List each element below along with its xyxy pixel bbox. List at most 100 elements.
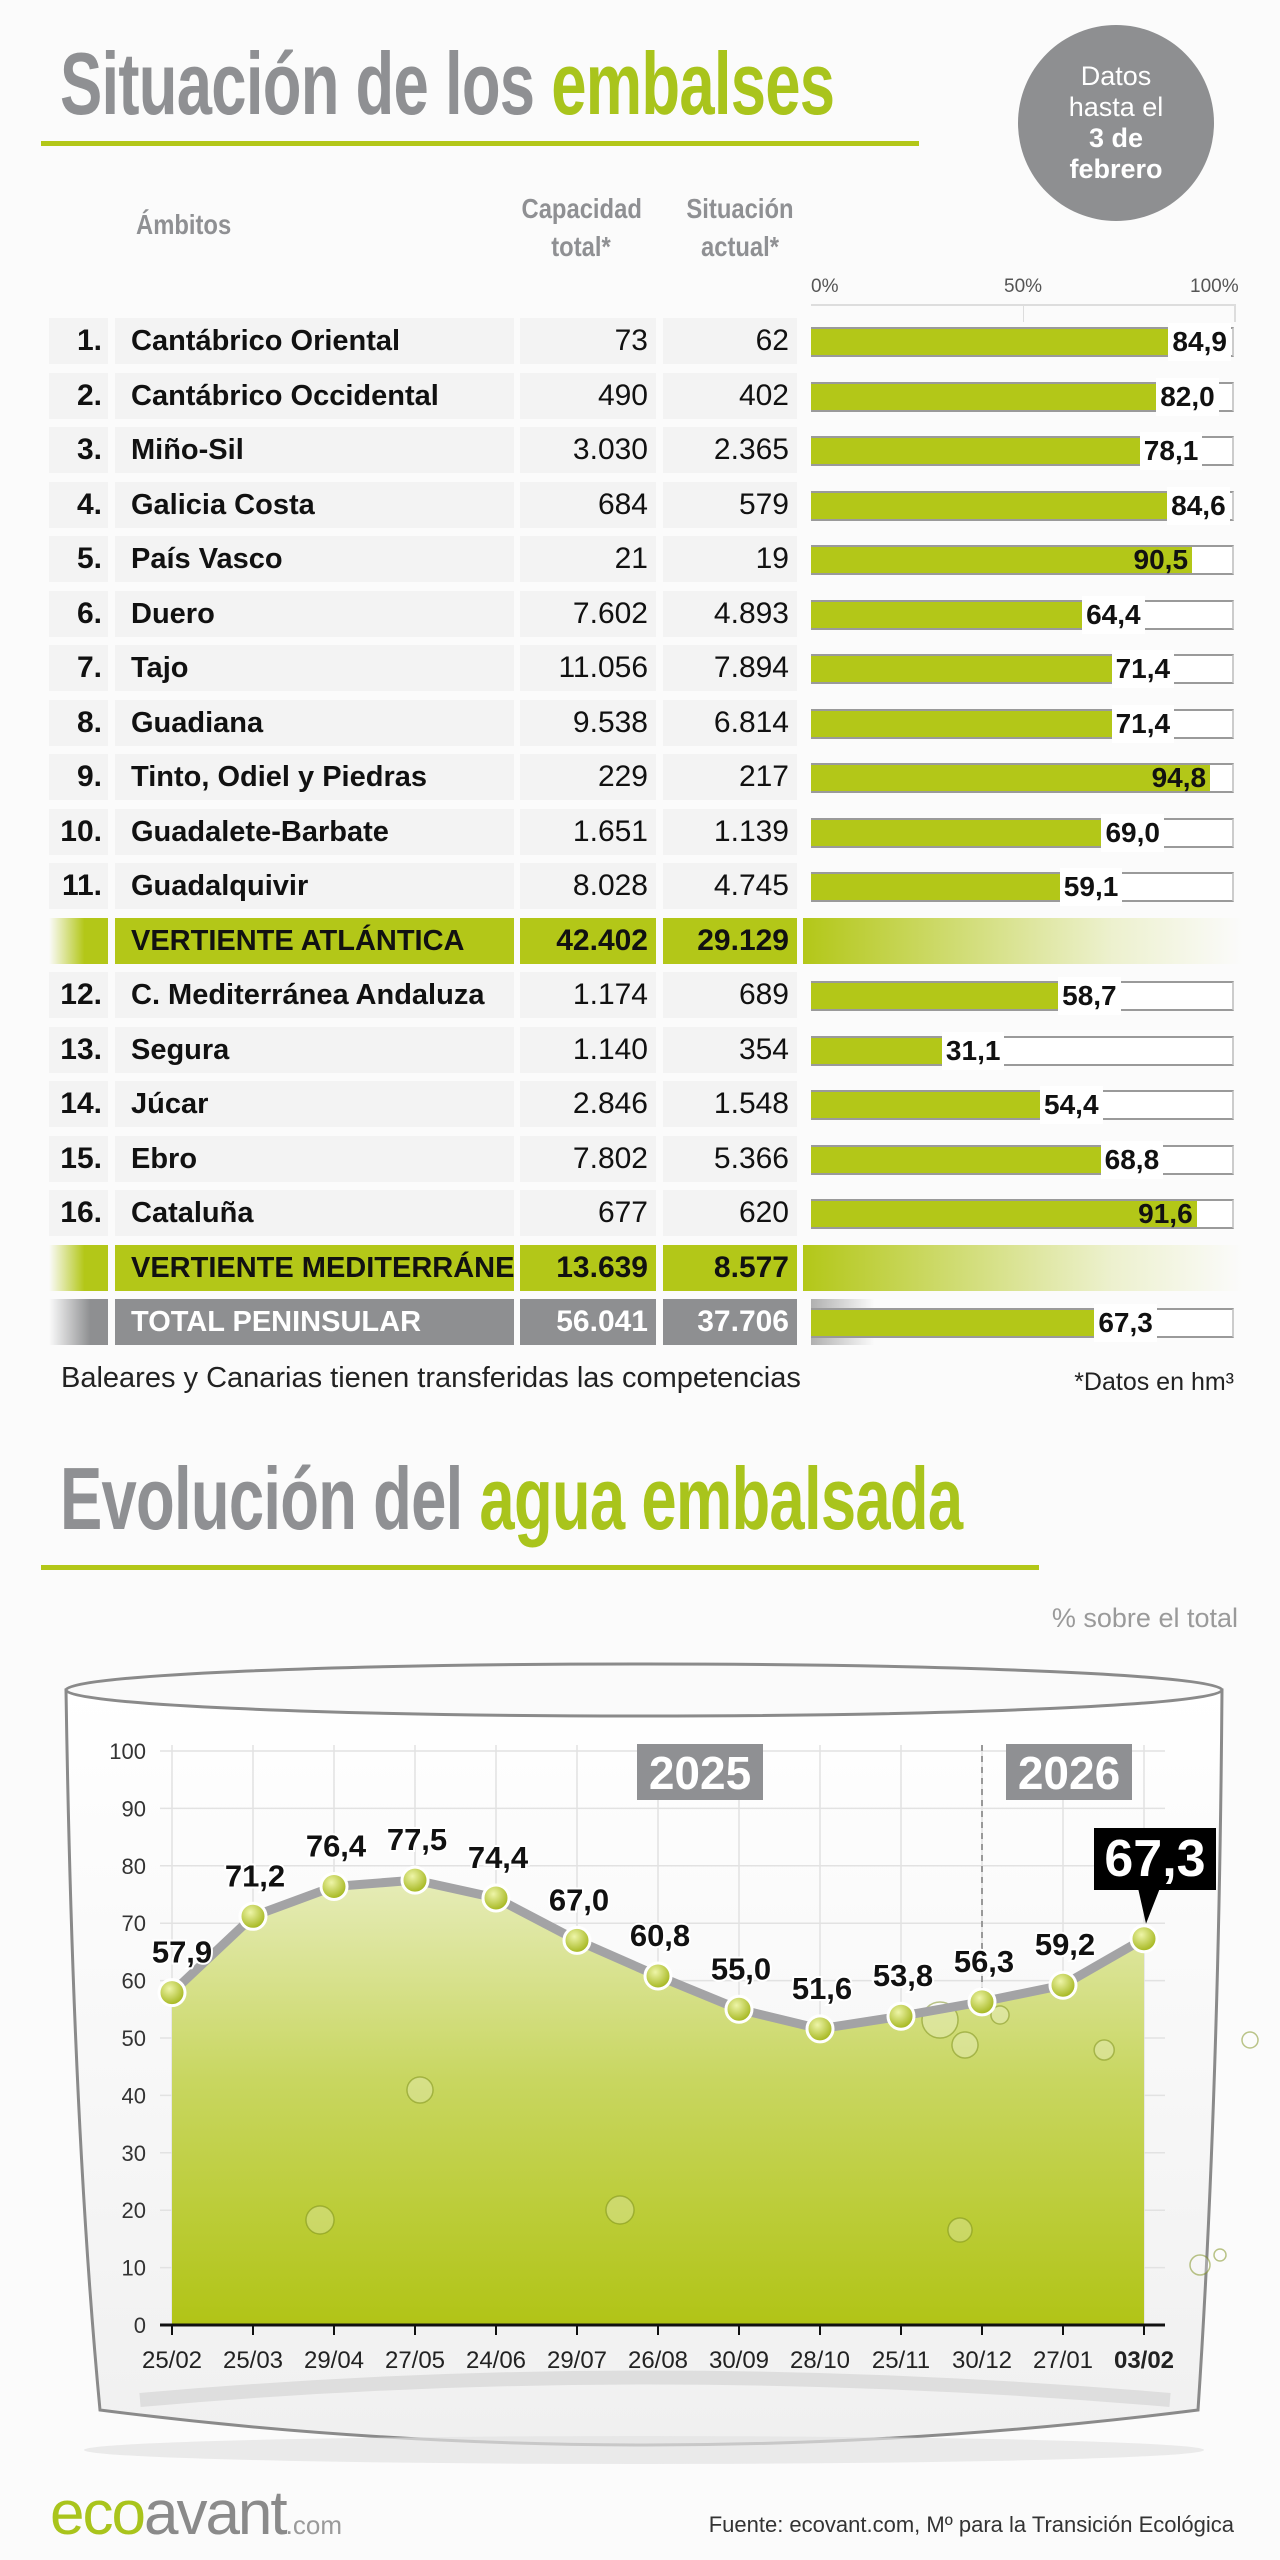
basin-name: Ebro xyxy=(115,1135,514,1182)
row-number: 9. xyxy=(49,754,108,800)
bubble-decoration xyxy=(406,2076,434,2104)
table-row: 14. Júcar 2.846 1.548 54,4 xyxy=(0,1081,1280,1127)
percent-bar-fill xyxy=(811,438,1140,464)
data-point xyxy=(157,1978,187,2008)
total-row: TOTAL PENINSULAR 56.041 37.706 67,3 xyxy=(0,1299,1280,1345)
section-underline xyxy=(41,1565,1039,1570)
basin-name: VERTIENTE MEDITERRÁNEA xyxy=(115,1244,514,1291)
current-value: 217 xyxy=(663,754,797,800)
current-value: 402 xyxy=(663,372,797,419)
percent-bar-cell: 78,1 xyxy=(811,427,1234,473)
x-tick-label: 25/11 xyxy=(872,2347,930,2374)
percent-label: 31,1 xyxy=(941,1031,1005,1070)
data-label: 77,5 xyxy=(387,1822,447,1857)
percent-bar-fill xyxy=(811,656,1112,682)
percent-bar-cell: 94,8 xyxy=(811,754,1234,800)
x-tick-label: 30/09 xyxy=(709,2347,769,2374)
percent-bar-fill xyxy=(811,819,1102,846)
table-row: 9. Tinto, Odiel y Piedras 229 217 94,8 xyxy=(0,754,1280,800)
current-value: 1.548 xyxy=(663,1081,797,1127)
percent-bar-fill xyxy=(811,601,1083,628)
x-tick-label: 03/02 xyxy=(1114,2347,1174,2374)
bubble-decoration xyxy=(305,2205,335,2235)
data-label: 59,2 xyxy=(1035,1927,1095,1962)
capacity-value: 229 xyxy=(520,754,656,800)
subtotal-row: VERTIENTE ATLÁNTICA 42.402 29.129 xyxy=(0,917,1280,964)
x-tick-label: 29/07 xyxy=(547,2347,607,2374)
table-row: 11. Guadalquivir 8.028 4.745 59,1 xyxy=(0,863,1280,909)
bubble-decoration xyxy=(947,2217,973,2243)
row-number: 11. xyxy=(49,863,108,909)
y-tick-label: 60 xyxy=(122,1969,146,1994)
y-tick-label: 100 xyxy=(109,1739,146,1764)
percent-label: 59,1 xyxy=(1059,868,1123,906)
row-number: 4. xyxy=(49,481,108,528)
current-value: 354 xyxy=(663,1026,797,1073)
capacity-value: 1.140 xyxy=(520,1026,656,1073)
table-row: 8. Guadiana 9.538 6.814 71,4 xyxy=(0,699,1280,746)
current-value: 62 xyxy=(663,318,797,364)
table-row: 2. Cantábrico Occidental 490 402 82,0 xyxy=(0,372,1280,419)
year-label: 2026 xyxy=(1018,1747,1120,1799)
year-label-box xyxy=(637,1744,763,1800)
table-row: 3. Miño-Sil 3.030 2.365 78,1 xyxy=(0,427,1280,473)
percent-bar-fill xyxy=(811,983,1059,1009)
table-row: 12. C. Mediterránea Andaluza 1.174 689 58,7 xyxy=(0,972,1280,1018)
row-number: 1. xyxy=(49,318,108,364)
data-label: 71,2 xyxy=(225,1858,285,1893)
current-value: 4.745 xyxy=(663,863,797,909)
percent-label: 71,4 xyxy=(1111,650,1175,688)
basin-name: Cantábrico Oriental xyxy=(115,318,514,364)
x-tick-label: 29/04 xyxy=(304,2347,364,2374)
table-row: 10. Guadalete-Barbate 1.651 1.139 69,0 xyxy=(0,808,1280,855)
percent-bar-cell: 31,1 xyxy=(811,1027,1234,1073)
current-value: 8.577 xyxy=(663,1244,797,1291)
current-value: 29.129 xyxy=(663,917,797,964)
header-line: Capacidad xyxy=(521,193,642,224)
percent-bar-cell: 64,4 xyxy=(811,591,1234,637)
x-tick-label: 27/05 xyxy=(385,2347,445,2374)
percent-bar-fill xyxy=(811,547,1192,573)
percent-bar-fill xyxy=(811,1201,1197,1227)
percent-bar-track: 78,1 xyxy=(811,432,1234,470)
percent-bar-track: 84,9 xyxy=(811,323,1234,361)
y-tick-label: 10 xyxy=(122,2256,146,2281)
percent-bar-track: 71,4 xyxy=(811,650,1234,688)
capacity-value: 2.846 xyxy=(520,1081,656,1127)
table-row: 4. Galicia Costa 684 579 84,6 xyxy=(0,481,1280,528)
percent-label: 78,1 xyxy=(1139,432,1203,470)
current-value: 620 xyxy=(663,1190,797,1236)
header-ambitos: Ámbitos xyxy=(136,209,232,240)
bubble-decoration xyxy=(1213,2248,1227,2262)
percent-label: 84,6 xyxy=(1167,486,1230,525)
basin-name: Duero xyxy=(115,590,514,637)
row-number: 15. xyxy=(49,1135,108,1182)
ecoavant-logo: ecoavant.com xyxy=(50,2478,342,2549)
percent-label: 90,5 xyxy=(1133,544,1189,575)
basin-name: VERTIENTE ATLÁNTICA xyxy=(115,917,514,964)
row-number: 7. xyxy=(49,645,108,691)
x-tick-label: 27/01 xyxy=(1033,2347,1093,2374)
data-label: 57,9 xyxy=(152,1935,212,1970)
current-value: 1.139 xyxy=(663,808,797,855)
data-point xyxy=(238,1901,268,1931)
basin-name: Cantábrico Occidental xyxy=(115,372,514,419)
current-value: 689 xyxy=(663,972,797,1018)
badge-line: 3 de xyxy=(1088,123,1144,153)
table-row: 6. Duero 7.602 4.893 64,4 xyxy=(0,590,1280,637)
header-line: total* xyxy=(551,231,611,262)
percent-bar-fill xyxy=(811,329,1169,355)
capacity-value: 677 xyxy=(520,1190,656,1236)
data-label: 74,4 xyxy=(468,1840,529,1875)
percent-bar-fill xyxy=(811,1092,1041,1118)
percent-label: 91,6 xyxy=(1138,1198,1193,1229)
footnote-units: *Datos en hm³ xyxy=(1074,1368,1234,1396)
row-number: 8. xyxy=(49,699,108,746)
percent-bar-cell: 82,0 xyxy=(811,373,1234,419)
row-number xyxy=(49,917,108,964)
capacity-value: 7.602 xyxy=(520,590,656,637)
percent-label: 69,0 xyxy=(1101,813,1164,852)
data-label: 55,0 xyxy=(711,1951,771,1986)
row-number: 3. xyxy=(49,427,108,473)
